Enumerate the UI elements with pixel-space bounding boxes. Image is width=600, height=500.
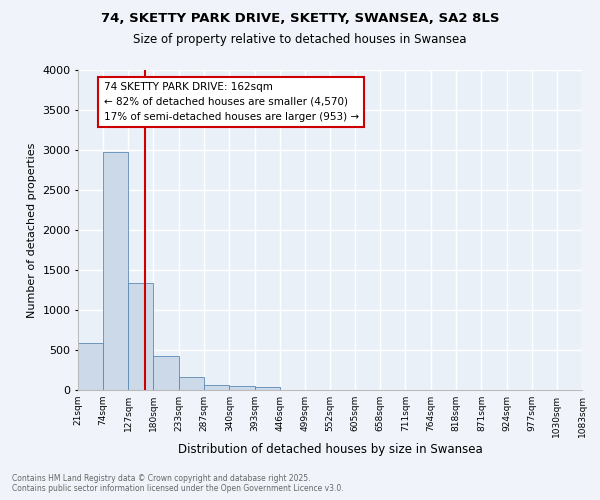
Bar <box>154 356 179 390</box>
Y-axis label: Number of detached properties: Number of detached properties <box>26 142 37 318</box>
Bar <box>78 343 103 390</box>
Bar <box>179 377 204 390</box>
Text: Size of property relative to detached houses in Swansea: Size of property relative to detached ho… <box>133 32 467 46</box>
Bar <box>229 386 254 390</box>
Text: 74 SKETTY PARK DRIVE: 162sqm
← 82% of detached houses are smaller (4,570)
17% of: 74 SKETTY PARK DRIVE: 162sqm ← 82% of de… <box>104 82 359 122</box>
Text: Contains HM Land Registry data © Crown copyright and database right 2025.: Contains HM Land Registry data © Crown c… <box>12 474 311 483</box>
X-axis label: Distribution of detached houses by size in Swansea: Distribution of detached houses by size … <box>178 442 482 456</box>
Bar <box>128 283 154 390</box>
Bar <box>204 385 229 390</box>
Text: 74, SKETTY PARK DRIVE, SKETTY, SWANSEA, SA2 8LS: 74, SKETTY PARK DRIVE, SKETTY, SWANSEA, … <box>101 12 499 26</box>
Text: Contains public sector information licensed under the Open Government Licence v3: Contains public sector information licen… <box>12 484 344 493</box>
Bar <box>254 387 280 390</box>
Bar <box>103 152 128 390</box>
